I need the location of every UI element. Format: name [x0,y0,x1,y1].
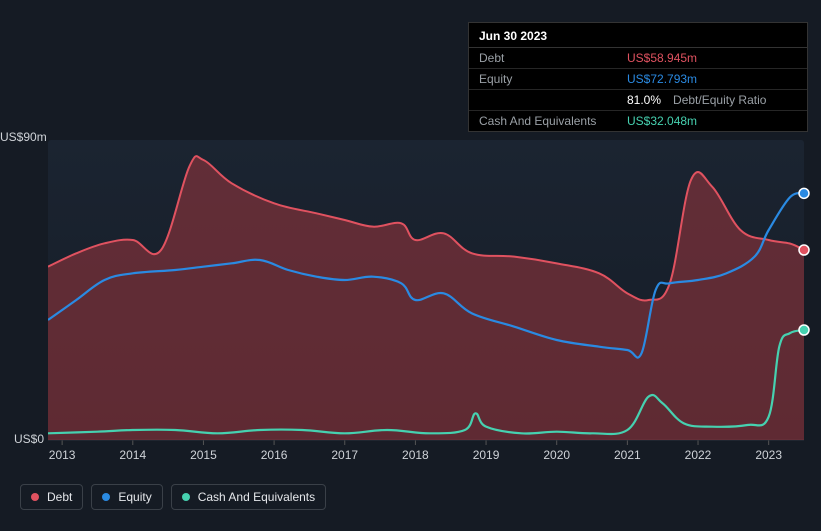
x-axis-year-label: 2023 [755,448,782,462]
legend-dot-icon [102,493,110,501]
x-axis-year-label: 2019 [473,448,500,462]
tooltip-row-label: Debt [479,51,619,65]
y-axis-max-label: US$90m [0,130,44,144]
x-axis-year-label: 2022 [685,448,712,462]
legend-dot-icon [182,493,190,501]
x-axis-year-label: 2014 [119,448,146,462]
tooltip-row-label: Cash And Equivalents [479,114,619,128]
legend-label: Cash And Equivalents [198,490,315,504]
tooltip-row: 81.0% Debt/Equity Ratio [469,90,807,111]
x-axis-year-label: 2015 [190,448,217,462]
legend-dot-icon [31,493,39,501]
tooltip-row: Cash And Equivalents US$32.048m [469,111,807,131]
legend-item[interactable]: Cash And Equivalents [171,484,326,510]
tooltip-row-sublabel: Debt/Equity Ratio [673,93,766,107]
legend: Debt Equity Cash And Equivalents [20,484,326,510]
tooltip-row: Equity US$72.793m [469,69,807,90]
x-axis-year-label: 2017 [331,448,358,462]
tooltip-row-value: US$72.793m [627,72,697,86]
tooltip-row-value: 81.0% [627,93,661,107]
tooltip-row-label: Equity [479,72,619,86]
legend-label: Equity [118,490,151,504]
x-axis-year-label: 2021 [614,448,641,462]
legend-label: Debt [47,490,72,504]
x-axis-year-label: 2020 [543,448,570,462]
x-axis-year-label: 2018 [402,448,429,462]
tooltip-row-value: US$58.945m [627,51,697,65]
tooltip-row-value: US$32.048m [627,114,697,128]
legend-item[interactable]: Equity [91,484,162,510]
x-axis-year-label: 2013 [49,448,76,462]
chart-tooltip: Jun 30 2023 Debt US$58.945m Equity US$72.79… [468,22,808,132]
legend-item[interactable]: Debt [20,484,83,510]
tooltip-title: Jun 30 2023 [469,23,807,48]
tooltip-row: Debt US$58.945m [469,48,807,69]
x-axis-year-label: 2016 [261,448,288,462]
y-axis-min-label: US$0 [0,432,44,446]
